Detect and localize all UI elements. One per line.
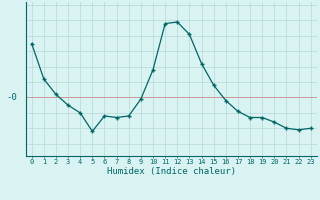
Text: -0: -0 [6,93,17,102]
X-axis label: Humidex (Indice chaleur): Humidex (Indice chaleur) [107,167,236,176]
